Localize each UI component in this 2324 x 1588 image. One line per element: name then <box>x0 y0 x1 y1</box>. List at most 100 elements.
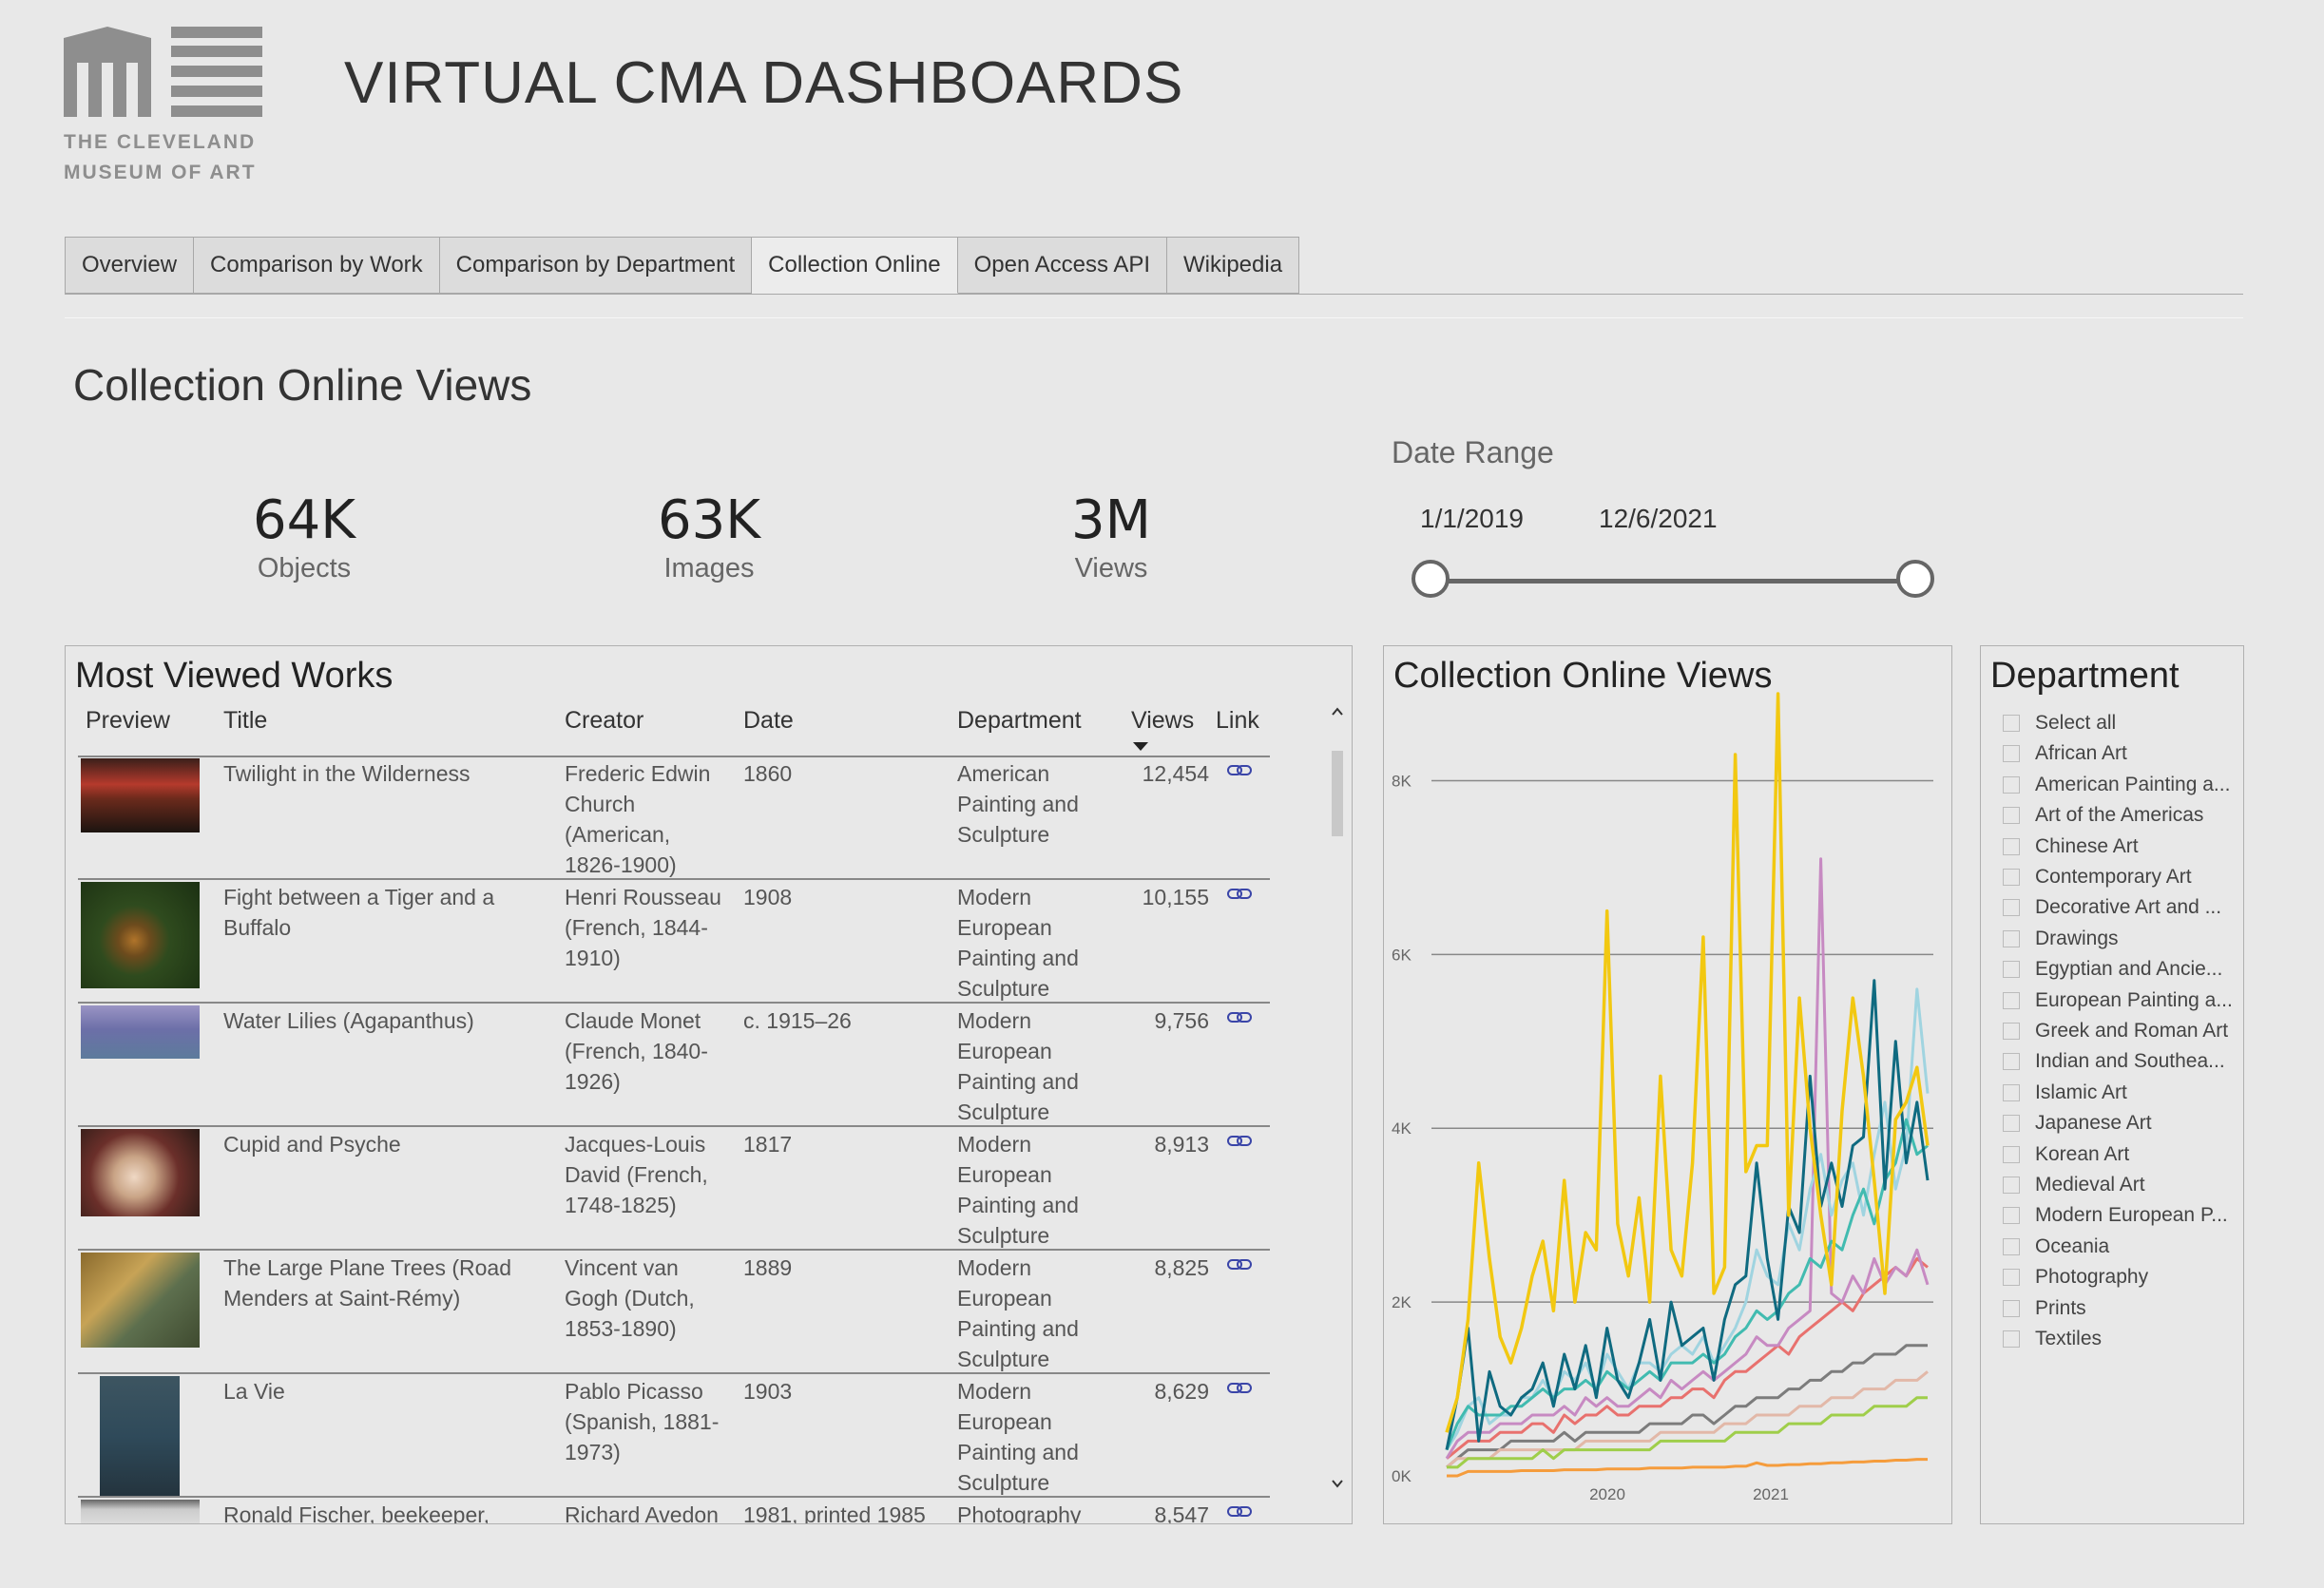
checkbox[interactable] <box>2003 745 2020 763</box>
department-option[interactable]: Textiles <box>2003 1324 2102 1354</box>
checkbox[interactable] <box>2003 899 2020 917</box>
department-option[interactable]: Drawings <box>2003 924 2119 954</box>
checkbox[interactable] <box>2003 775 2020 794</box>
link-icon[interactable] <box>1226 1256 1253 1273</box>
department-option[interactable]: Korean Art <box>2003 1139 2129 1170</box>
views-chart-title: Collection Online Views <box>1393 656 1773 696</box>
tab-comparison-by-department[interactable]: Comparison by Department <box>439 237 753 294</box>
logo-line-1: THE CLEVELAND <box>64 131 257 153</box>
link-icon[interactable] <box>1226 1009 1253 1026</box>
artwork-preview-image[interactable] <box>81 758 200 832</box>
col-header-title[interactable]: Title <box>223 707 268 734</box>
artwork-preview-image[interactable] <box>81 882 200 988</box>
department-option[interactable]: Indian and Southea... <box>2003 1046 2225 1077</box>
artwork-preview-image[interactable] <box>81 1500 200 1523</box>
checkbox[interactable] <box>2003 991 2020 1009</box>
department-option[interactable]: Decorative Art and ... <box>2003 892 2221 923</box>
department-option[interactable]: Islamic Art <box>2003 1078 2127 1108</box>
scroll-down-icon <box>1332 1480 1343 1488</box>
artwork-preview-image[interactable] <box>81 1005 200 1059</box>
col-header-link[interactable]: Link <box>1216 707 1259 734</box>
link-icon[interactable] <box>1226 762 1253 779</box>
checkbox[interactable] <box>2003 1145 2020 1163</box>
link-icon[interactable] <box>1226 1380 1253 1397</box>
date-range-start[interactable]: 1/1/2019 <box>1420 504 1524 533</box>
checkbox[interactable] <box>2003 1207 2020 1225</box>
checkbox[interactable] <box>2003 1330 2020 1348</box>
tab-wikipedia[interactable]: Wikipedia <box>1167 237 1300 294</box>
checkbox[interactable] <box>2003 929 2020 947</box>
department-option[interactable]: Medieval Art <box>2003 1170 2145 1200</box>
date-range-start-handle[interactable] <box>1412 560 1450 598</box>
tab-collection-online[interactable]: Collection Online <box>752 237 958 294</box>
select-all-option[interactable]: Select all <box>2003 708 2116 738</box>
date-range-track[interactable] <box>1431 579 1915 584</box>
col-header-department[interactable]: Department <box>957 707 1082 734</box>
department-option[interactable]: Photography <box>2003 1262 2148 1292</box>
department-option-label: Textiles <box>2035 1328 2103 1349</box>
works-table-title: Most Viewed Works <box>75 656 394 696</box>
table-row[interactable]: La Vie Pablo Picasso (Spanish, 1881-1973)… <box>78 1374 1270 1498</box>
checkbox[interactable] <box>2003 1177 2020 1194</box>
views-line-chart: 0K 2K 4K 6K 8K 2020 2021 <box>1392 692 1933 1503</box>
department-option[interactable]: European Painting a... <box>2003 985 2233 1016</box>
department-option[interactable]: Chinese Art <box>2003 832 2139 862</box>
department-option-label: Medieval Art <box>2035 1174 2145 1196</box>
artwork-preview-image[interactable] <box>81 1253 200 1348</box>
department-option-label: Korean Art <box>2035 1142 2130 1165</box>
checkbox[interactable] <box>2003 1115 2020 1133</box>
checkbox[interactable] <box>2003 837 2020 855</box>
link-icon[interactable] <box>1226 886 1253 903</box>
department-option[interactable]: Oceania <box>2003 1232 2109 1262</box>
department-option-label: Egyptian and Ancie... <box>2035 958 2223 981</box>
checkbox[interactable] <box>2003 1053 2020 1071</box>
work-views-cell: 8,913 <box>1154 1132 1209 1157</box>
department-option[interactable]: Contemporary Art <box>2003 862 2192 892</box>
col-header-views[interactable]: Views <box>1131 707 1195 734</box>
table-row[interactable]: Fight between a Tiger and a Buffalo Henri… <box>78 880 1270 1004</box>
artwork-preview-image[interactable] <box>100 1376 180 1496</box>
artwork-preview-image[interactable] <box>81 1129 200 1216</box>
date-range-end-handle[interactable] <box>1896 560 1934 598</box>
checkbox[interactable] <box>2003 1023 2020 1040</box>
department-option[interactable]: Prints <box>2003 1293 2086 1324</box>
tab-comparison-by-work[interactable]: Comparison by Work <box>194 237 440 294</box>
table-row[interactable]: Twilight in the Wilderness Frederic Edwin… <box>78 756 1270 880</box>
link-icon[interactable] <box>1226 1133 1253 1150</box>
table-row[interactable]: Water Lilies (Agapanthus) Claude Monet (F… <box>78 1004 1270 1127</box>
table-scrollbar[interactable] <box>1330 703 1345 1492</box>
work-department-cell: Modern European Painting and Sculpture <box>957 1132 1079 1248</box>
most-viewed-works-panel: Most Viewed Works Preview Title Creator … <box>65 645 1353 1524</box>
department-option-label: Drawings <box>2035 927 2119 949</box>
table-row[interactable]: The Large Plane Trees (Road Menders at S… <box>78 1251 1270 1374</box>
checkbox[interactable] <box>2003 1269 2020 1287</box>
department-option[interactable]: Japanese Art <box>2003 1108 2152 1138</box>
department-option[interactable]: African Art <box>2003 738 2127 769</box>
tab-open-access-api[interactable]: Open Access API <box>957 237 1168 294</box>
checkbox[interactable] <box>2003 1299 2020 1317</box>
work-views-cell: 9,756 <box>1154 1008 1209 1033</box>
checkbox[interactable] <box>2003 1083 2020 1101</box>
col-header-creator[interactable]: Creator <box>565 707 644 734</box>
series-line <box>1445 1118 1929 1451</box>
col-header-date[interactable]: Date <box>743 707 794 734</box>
checkbox[interactable] <box>2003 807 2020 825</box>
department-option[interactable]: Greek and Roman Art <box>2003 1016 2228 1046</box>
department-option[interactable]: Art of the Americas <box>2003 800 2203 831</box>
checkbox[interactable] <box>2003 869 2020 886</box>
checkbox[interactable] <box>2003 961 2020 979</box>
table-row[interactable]: Cupid and Psyche Jacques-Louis David (Fre… <box>78 1127 1270 1251</box>
department-option[interactable]: Egyptian and Ancie... <box>2003 954 2222 985</box>
table-row[interactable]: Ronald Fischer, beekeeper, Richard Avedon… <box>78 1498 1270 1523</box>
logo-wordmark: THE CLEVELAND MUSEUM OF ART <box>64 127 292 188</box>
department-option[interactable]: American Painting a... <box>2003 770 2230 800</box>
department-option[interactable]: Modern European P... <box>2003 1200 2228 1231</box>
link-icon[interactable] <box>1226 1503 1253 1521</box>
tab-overview[interactable]: Overview <box>65 237 195 294</box>
checkbox[interactable] <box>2003 1237 2020 1255</box>
work-title-cell: Cupid and Psyche <box>223 1132 401 1157</box>
table-scroll-thumb[interactable] <box>1332 751 1343 836</box>
checkbox[interactable] <box>2003 715 2020 732</box>
col-header-preview[interactable]: Preview <box>86 707 170 734</box>
date-range-end[interactable]: 12/6/2021 <box>1599 504 1718 533</box>
